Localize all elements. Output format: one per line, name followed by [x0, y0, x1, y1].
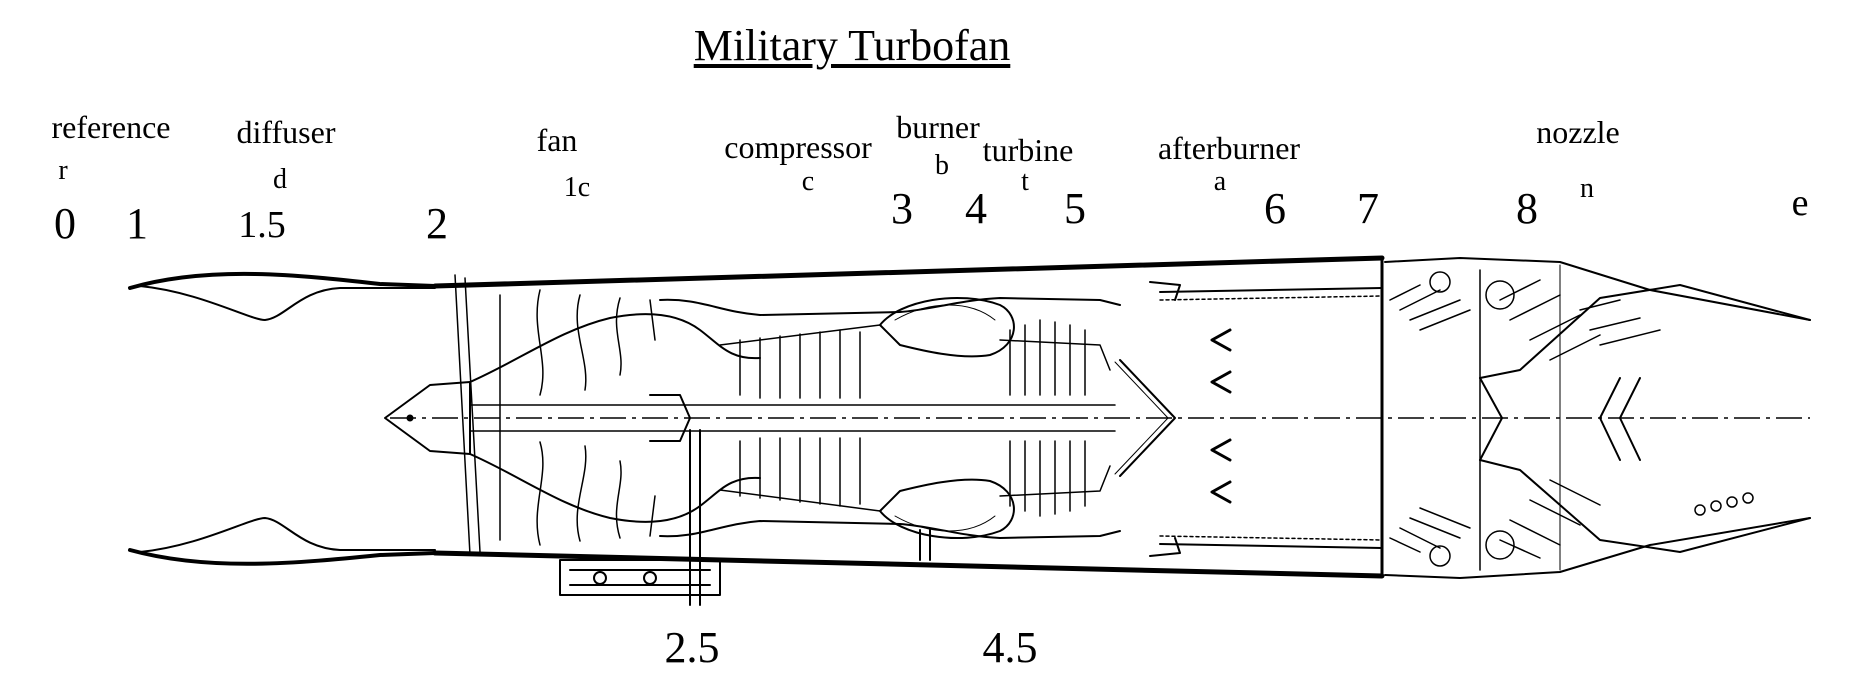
tail-cone [1119, 359, 1176, 477]
station-label: 2 [426, 199, 448, 248]
flameholder-4 [1210, 480, 1232, 504]
label-diffuser: diffuser [236, 114, 336, 150]
nozzle-throat-2 [1599, 377, 1621, 461]
inlet-upper-inner [139, 285, 436, 321]
nozzle-outer-top [1384, 257, 1811, 321]
nozzle-divergent-bottom [1479, 459, 1811, 553]
turbine-stages [999, 319, 1111, 517]
bypass-splitter-top [659, 297, 1121, 316]
afterburner-liner-top [1159, 287, 1383, 293]
station-label: 6 [1264, 184, 1286, 233]
symbol-reference: r [58, 155, 68, 186]
station-label: 0 [54, 199, 76, 248]
afterburner-liner-bottom [1159, 543, 1383, 549]
accessory-gearbox [559, 429, 721, 606]
station-label: 1.5 [238, 204, 286, 246]
nozzle-divergent-top [1479, 284, 1811, 379]
spinner [384, 381, 471, 455]
bypass-splitter-bottom [659, 520, 1121, 539]
outer-casing-bottom [432, 550, 1385, 579]
station-label: 5 [1064, 184, 1086, 233]
station-label: 3 [891, 184, 913, 233]
label-reference: reference [51, 109, 171, 145]
station-label: 2.5 [664, 623, 720, 672]
label-afterburner: afterburner [1157, 130, 1301, 166]
label-fan: fan [536, 122, 578, 158]
main-shaft [469, 404, 1116, 432]
fan-inner-flow-top [469, 313, 761, 383]
symbol-compressor: c [801, 166, 815, 197]
label-turbine: turbine [982, 132, 1074, 168]
symbol-diffuser: d [273, 164, 287, 195]
symbol-burner: b [935, 150, 949, 181]
station-label: 8 [1516, 184, 1538, 233]
station-label: 4 [965, 184, 987, 233]
label-nozzle: nozzle [1536, 114, 1620, 150]
inlet-lower-inner [139, 517, 436, 553]
outer-casing-top [432, 255, 1385, 289]
flameholder-2 [1210, 370, 1232, 394]
compressor-stages [719, 324, 881, 512]
symbol-turbine: t [1021, 166, 1029, 197]
station-label: 1 [126, 199, 148, 248]
diagram-title: Military Turbofan [693, 21, 1011, 70]
symbol-afterburner: a [1213, 166, 1227, 197]
station-label: 4.5 [982, 623, 1038, 672]
fan-inner-flow-bottom [469, 453, 761, 523]
symbol-fan: 1c [563, 172, 591, 203]
burner-liner-bottom [879, 478, 1015, 540]
fan-blades [454, 274, 656, 556]
nozzle-throat-3 [1619, 377, 1641, 461]
burner-liner-top [879, 296, 1015, 358]
nozzle-outer-bottom [1384, 517, 1811, 579]
station-label: e [1791, 182, 1809, 224]
label-compressor: compressor [724, 129, 872, 165]
flameholder-1 [1210, 328, 1232, 352]
nozzle-throat [1479, 377, 1503, 461]
inlet-upper-lip [128, 271, 437, 290]
label-burner: burner [896, 109, 980, 145]
station-label: 7 [1357, 184, 1379, 233]
inlet-lower-lip [128, 548, 437, 566]
symbol-nozzle: n [1580, 173, 1594, 204]
flameholder-3 [1210, 438, 1232, 462]
